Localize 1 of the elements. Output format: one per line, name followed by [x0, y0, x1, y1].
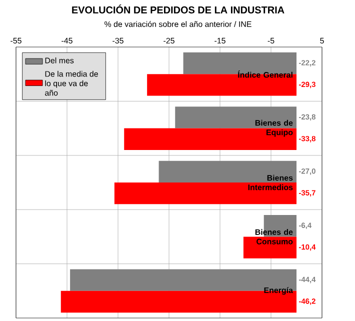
chart-title: EVOLUCIÓN DE PEDIDOS DE LA INDUSTRIA [72, 4, 284, 14]
